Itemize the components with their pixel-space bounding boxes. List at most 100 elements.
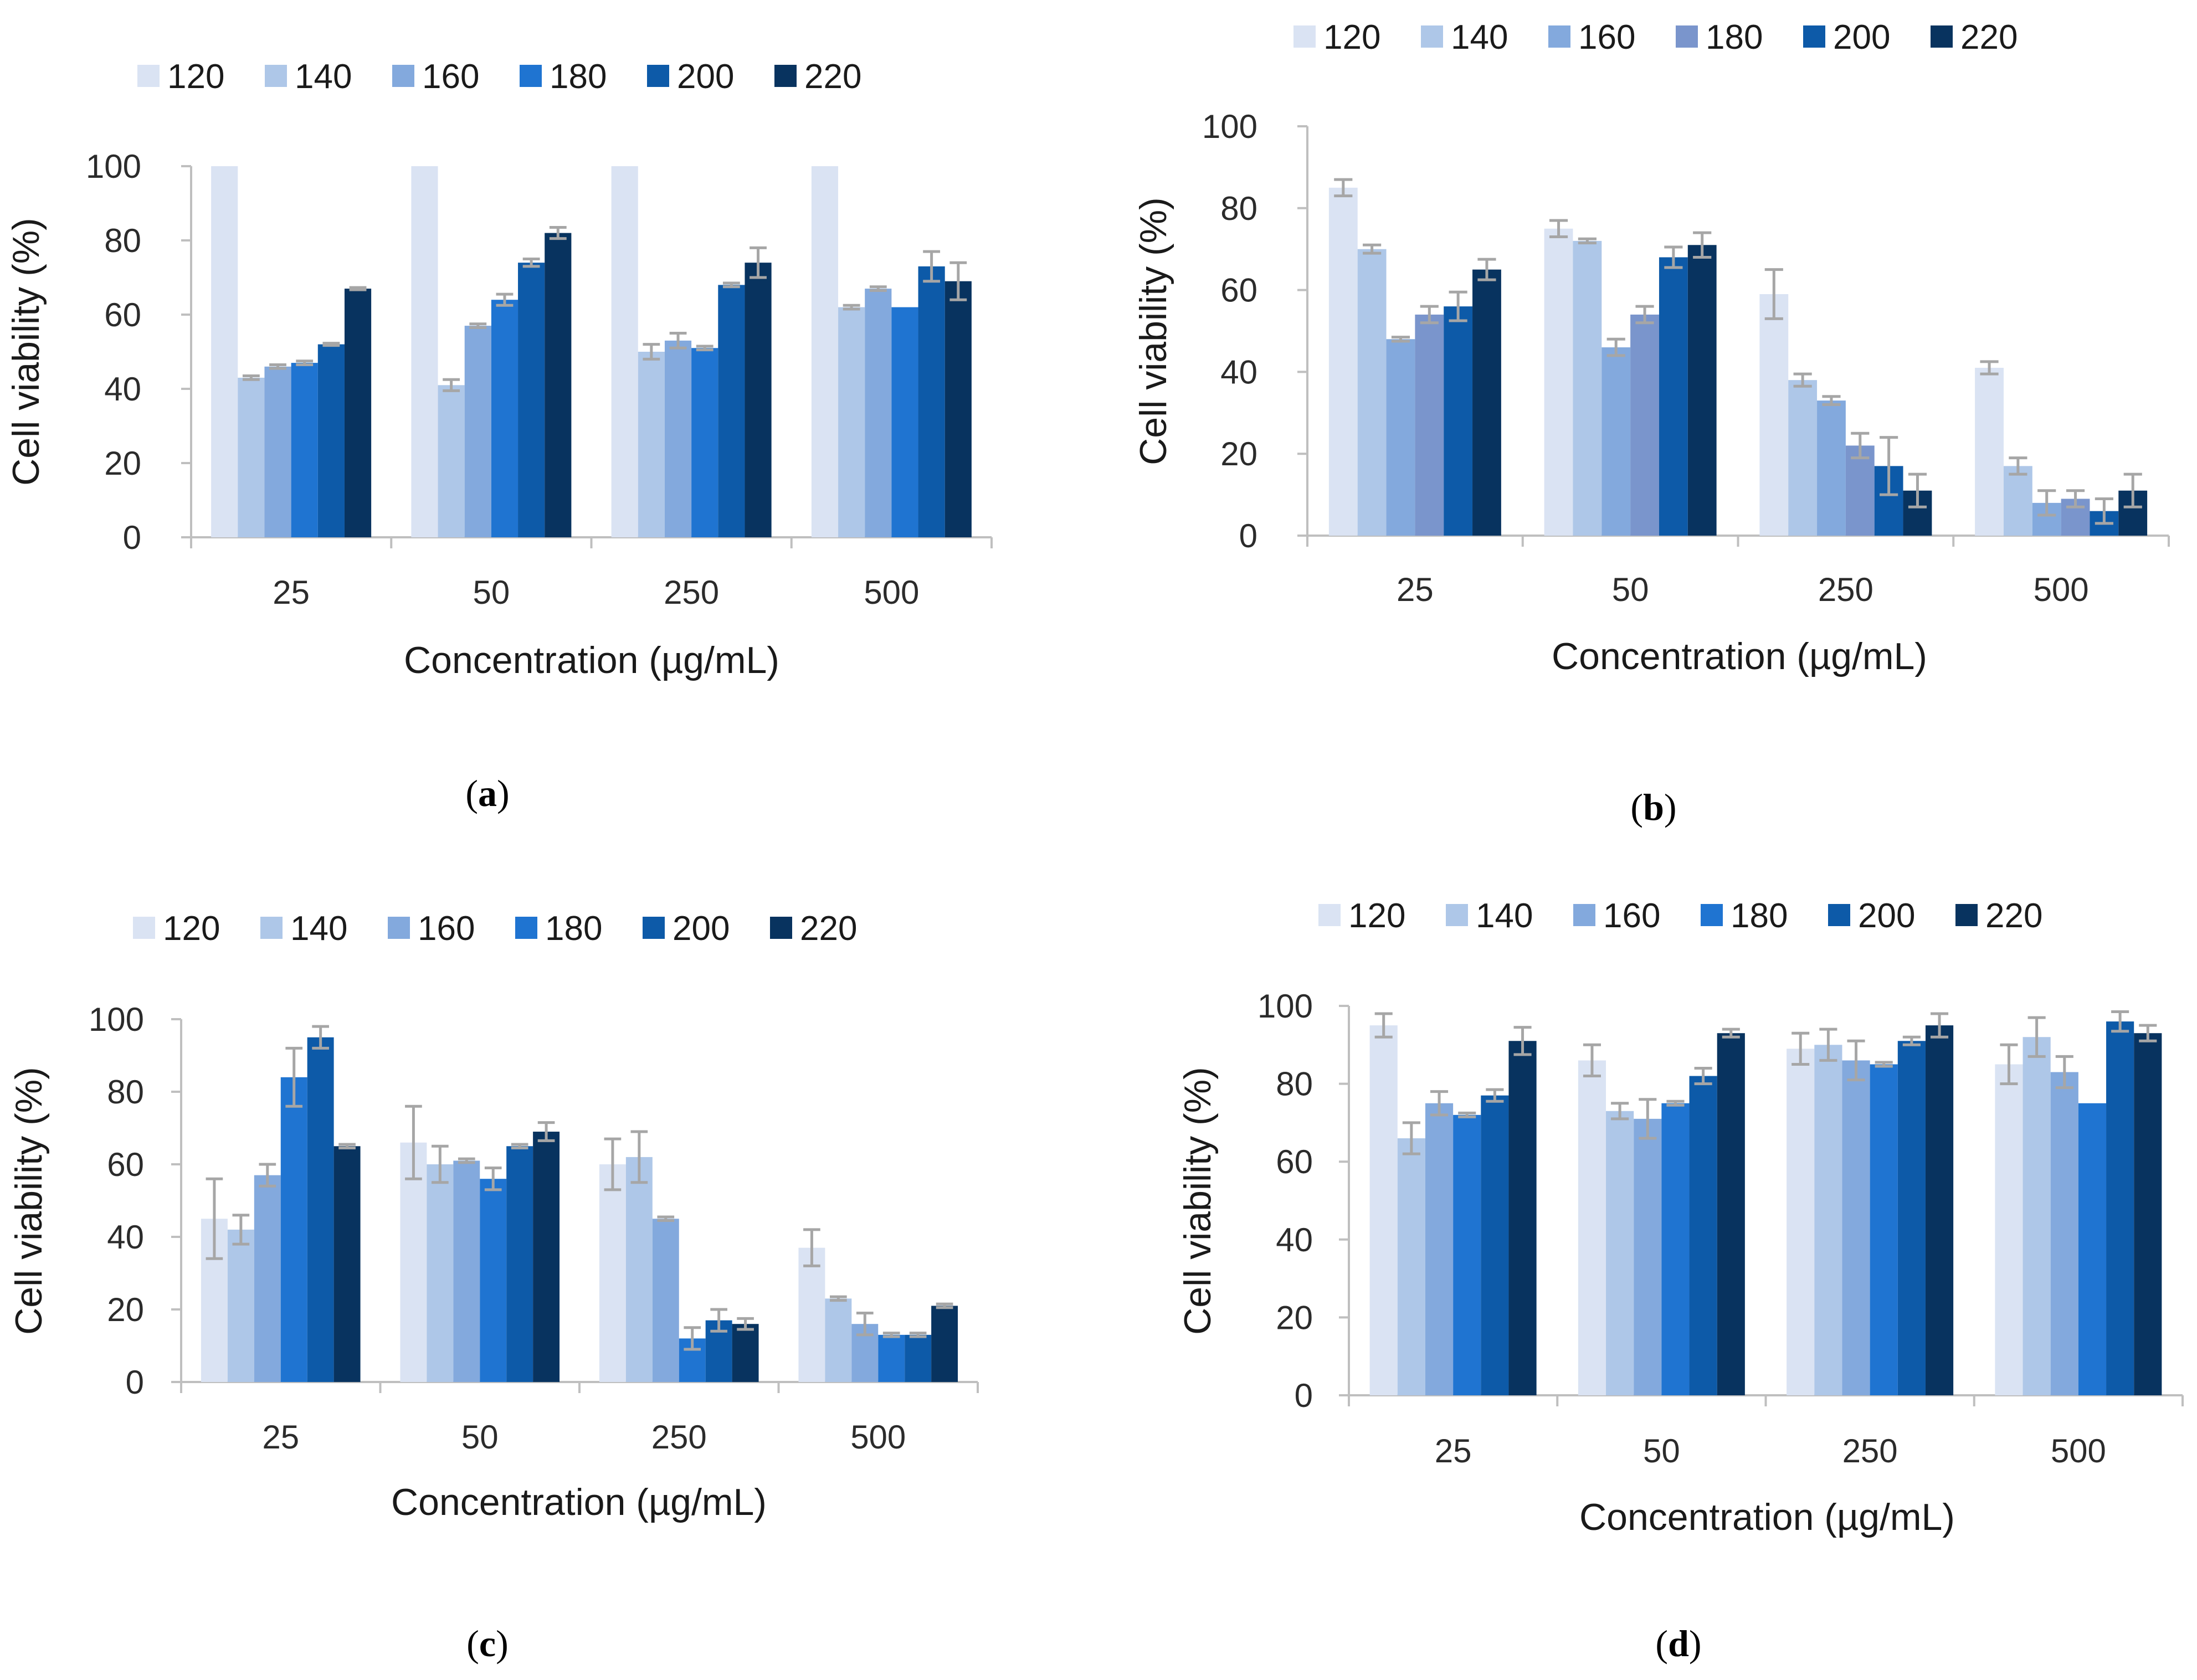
- bar-160-250: [652, 1219, 679, 1382]
- y-tick-label: 40: [104, 371, 141, 408]
- legend-label-200: 200: [1833, 18, 1890, 56]
- x-axis-title: Concentration (µg/mL): [404, 639, 779, 681]
- bar-220-250: [1925, 1025, 1954, 1395]
- panel-label-b: (b): [1630, 786, 1676, 828]
- x-tick-label-25: 25: [1435, 1432, 1472, 1470]
- y-tick-label: 20: [1220, 435, 1257, 472]
- legend-label-160: 160: [1603, 897, 1660, 935]
- bar-220-500: [931, 1306, 958, 1382]
- legend-label-140: 140: [290, 910, 347, 948]
- bar-200-50: [518, 263, 545, 537]
- x-axis-title: Concentration (µg/mL): [1579, 1496, 1955, 1538]
- x-tick-label-25: 25: [273, 574, 310, 611]
- y-tick-label: 40: [1276, 1221, 1313, 1258]
- bar-120-250: [599, 1164, 626, 1382]
- y-tick-label: 20: [1276, 1299, 1313, 1336]
- legend-swatch-220: [770, 917, 792, 939]
- bar-120-500: [798, 1247, 825, 1382]
- bar-220-500: [944, 281, 972, 537]
- legend-label-180: 180: [550, 58, 607, 96]
- bar-160-25: [254, 1175, 281, 1382]
- legend-swatch-120: [133, 917, 155, 939]
- legend-swatch-180: [515, 917, 537, 939]
- y-tick-label: 0: [1239, 517, 1257, 554]
- bar-180-25: [1415, 314, 1444, 536]
- y-tick-label: 100: [89, 1001, 144, 1038]
- bar-160-25: [264, 366, 291, 537]
- legend-swatch-140: [265, 65, 287, 87]
- bar-120-500: [1995, 1064, 2023, 1395]
- legend-label-160: 160: [422, 58, 479, 96]
- x-tick-label-50: 50: [473, 574, 510, 611]
- y-tick-label: 60: [104, 296, 141, 333]
- legend-swatch-200: [1828, 904, 1850, 926]
- legend-swatch-200: [1803, 25, 1825, 48]
- legend-swatch-120: [1318, 904, 1341, 926]
- bar-220-50: [533, 1132, 560, 1382]
- y-tick-label: 80: [107, 1073, 144, 1111]
- y-axis-title: Cell viability (%): [5, 218, 47, 486]
- bar-220-50: [1687, 245, 1717, 536]
- legend-swatch-160: [392, 65, 414, 87]
- panel-label-a: (a): [465, 772, 509, 814]
- x-tick-label-500: 500: [850, 1419, 906, 1456]
- bar-160-500: [2050, 1072, 2078, 1395]
- bar-140-50: [1573, 240, 1602, 536]
- legend-label-140: 140: [1476, 897, 1533, 935]
- bar-160-250: [1842, 1060, 1870, 1395]
- legend-swatch-160: [388, 917, 410, 939]
- bar-200-25: [317, 344, 345, 537]
- bar-140-25: [1357, 249, 1387, 536]
- bar-140-250: [1788, 380, 1818, 536]
- bar-220-50: [1717, 1033, 1745, 1395]
- x-tick-label-500: 500: [2051, 1432, 2106, 1470]
- y-tick-label: 100: [1257, 988, 1313, 1025]
- bar-180-25: [280, 1077, 307, 1382]
- x-tick-label-250: 250: [1818, 571, 1873, 608]
- bar-200-50: [1689, 1076, 1717, 1395]
- legend-swatch-200: [647, 65, 669, 87]
- bar-220-250: [745, 263, 772, 537]
- legend-label-220: 220: [1960, 18, 2018, 56]
- legend-label-200: 200: [677, 58, 734, 96]
- bar-120-50: [1578, 1060, 1606, 1395]
- bar-120-25: [1328, 187, 1358, 536]
- x-tick-label-250: 250: [651, 1419, 707, 1456]
- bar-200-250: [718, 285, 745, 537]
- y-tick-label: 100: [1202, 108, 1257, 145]
- legend-label-120: 120: [163, 910, 220, 948]
- x-tick-label-500: 500: [2034, 571, 2089, 608]
- bar-220-500: [2134, 1033, 2162, 1395]
- x-axis-title: Concentration (µg/mL): [1552, 635, 1927, 677]
- bar-120-250: [1759, 294, 1789, 536]
- legend-swatch-180: [1701, 904, 1723, 926]
- bar-180-500: [2078, 1103, 2107, 1395]
- bar-200-25: [1444, 306, 1473, 536]
- bar-160-25: [1425, 1103, 1454, 1395]
- bar-160-25: [1386, 339, 1415, 536]
- y-tick-label: 80: [104, 222, 141, 259]
- bar-200-250: [1897, 1041, 1926, 1395]
- y-tick-label: 60: [107, 1146, 144, 1183]
- legend-swatch-220: [1955, 904, 1978, 926]
- bar-160-50: [1601, 347, 1631, 536]
- bar-200-500: [2106, 1021, 2134, 1395]
- y-tick-label: 0: [1295, 1377, 1313, 1414]
- legend-label-120: 120: [167, 58, 224, 96]
- legend-swatch-120: [1293, 25, 1316, 48]
- bar-160-50: [1634, 1118, 1662, 1395]
- bar-180-25: [291, 363, 318, 537]
- y-tick-label: 0: [126, 1364, 144, 1401]
- bar-180-250: [1845, 445, 1875, 536]
- bar-140-50: [438, 385, 465, 537]
- legend-label-140: 140: [295, 58, 352, 96]
- legend-swatch-180: [1676, 25, 1698, 48]
- bar-120-500: [811, 166, 839, 537]
- bar-140-25: [238, 377, 265, 537]
- bar-200-50: [1659, 257, 1688, 536]
- x-tick-label-250: 250: [1842, 1432, 1898, 1470]
- bar-180-50: [491, 300, 519, 537]
- y-tick-label: 0: [123, 519, 141, 556]
- x-tick-label-50: 50: [1643, 1432, 1680, 1470]
